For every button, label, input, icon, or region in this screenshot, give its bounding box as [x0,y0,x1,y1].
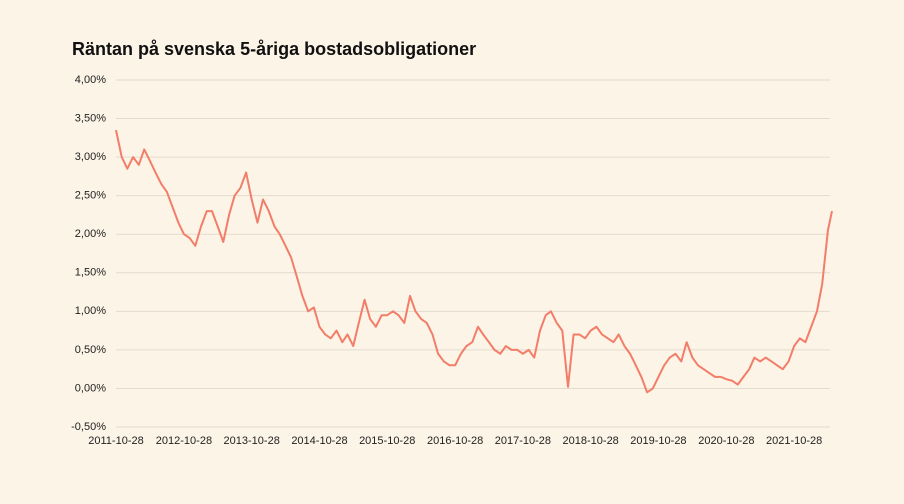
y-tick-label: 2,50% [75,190,106,202]
y-tick-label: 0,00% [75,382,106,394]
chart-title: Räntan på svenska 5-åriga bostadsobligat… [72,39,476,59]
x-tick-label: 2016-10-28 [427,435,483,447]
x-tick-label: 2020-10-28 [698,435,754,447]
y-tick-label: 3,50% [75,112,106,124]
y-tick-label: 1,00% [75,305,106,317]
y-tick-label: 1,50% [75,267,106,279]
y-tick-label: 3,00% [75,151,106,163]
x-tick-label: 2014-10-28 [291,435,347,447]
x-tick-label: 2015-10-28 [359,435,415,447]
x-tick-label: 2012-10-28 [156,435,212,447]
x-tick-label: 2018-10-28 [563,435,619,447]
x-tick-label: 2017-10-28 [495,435,551,447]
data-line [115,129,833,394]
x-tick-label: 2013-10-28 [224,435,280,447]
y-tick-label: -0,50% [71,421,106,433]
x-tick-label: 2021-10-28 [766,435,822,447]
y-tick-label: 0,50% [75,344,106,356]
x-tick-label: 2011-10-28 [88,435,143,447]
x-tick-label: 2019-10-28 [630,435,686,447]
y-tick-label: 4,00% [75,74,106,86]
y-tick-label: 2,00% [75,228,106,240]
